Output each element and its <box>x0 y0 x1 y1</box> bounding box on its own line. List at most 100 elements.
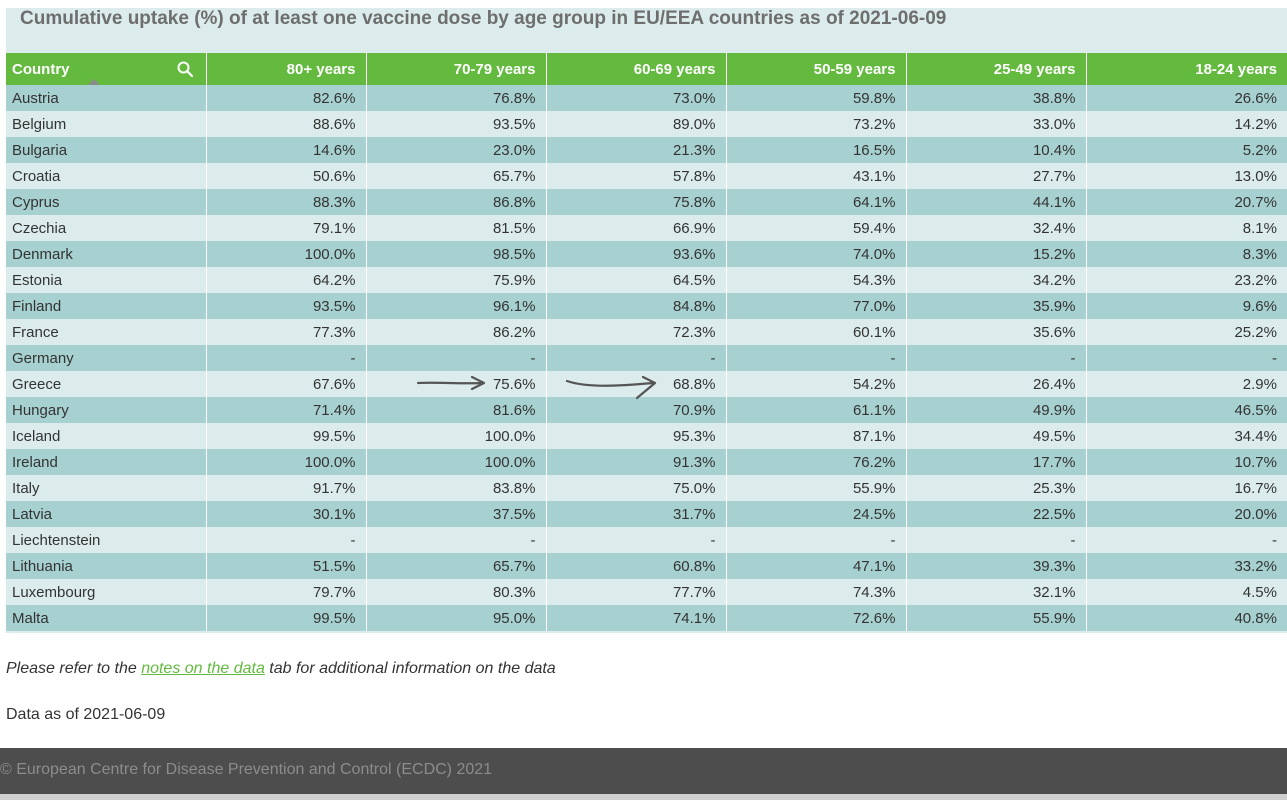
column-header-50-59[interactable]: 50-59 years <box>726 53 907 85</box>
country-cell: Greece <box>6 371 207 397</box>
uptake-value-cell: 100.0% <box>206 449 367 475</box>
country-cell: Austria <box>6 85 207 111</box>
table-row: Luxembourg 79.7% 80.3% 77.7% 74.3% 32.1% 4.5% <box>6 579 1287 605</box>
uptake-value-cell: 82.6% <box>206 85 367 111</box>
uptake-value-cell: 49.5% <box>906 423 1087 449</box>
uptake-table: Country 80+ years 70-79 years 60-69 year… <box>6 53 1287 631</box>
table-row: Denmark 100.0% 98.5% 93.6% 74.0% 15.2% 8.3% <box>6 241 1287 267</box>
uptake-value-cell: 75.6% <box>366 371 547 397</box>
country-cell: Italy <box>6 475 207 501</box>
uptake-value-cell: 39.3% <box>906 553 1087 579</box>
sort-ascending-icon[interactable] <box>88 79 100 85</box>
uptake-value-cell: - <box>1086 527 1287 553</box>
uptake-value-cell: - <box>546 527 727 553</box>
uptake-value-cell: 13.0% <box>1086 163 1287 189</box>
uptake-value-cell: 38.8% <box>906 85 1087 111</box>
uptake-value-cell: 23.2% <box>1086 267 1287 293</box>
uptake-value-cell: 100.0% <box>206 241 367 267</box>
uptake-value-cell: 95.3% <box>546 423 727 449</box>
uptake-value-cell: 96.1% <box>366 293 547 319</box>
uptake-value-cell: 81.6% <box>366 397 547 423</box>
table-row: France 77.3% 86.2% 72.3% 60.1% 35.6% 25.2% <box>6 319 1287 345</box>
column-header-70-79[interactable]: 70-79 years <box>366 53 547 85</box>
uptake-value-cell: 54.2% <box>726 371 907 397</box>
uptake-value-cell: - <box>546 345 727 371</box>
uptake-value-cell: 93.6% <box>546 241 727 267</box>
uptake-value-cell: 17.7% <box>906 449 1087 475</box>
uptake-value-cell: 64.5% <box>546 267 727 293</box>
table-row: Liechtenstein - - - - - - <box>6 527 1287 553</box>
table-row: Ireland 100.0% 100.0% 91.3% 76.2% 17.7% 10.7% <box>6 449 1287 475</box>
country-cell: Liechtenstein <box>6 527 207 553</box>
table-row: Hungary 71.4% 81.6% 70.9% 61.1% 49.9% 46.5% <box>6 397 1287 423</box>
uptake-value-cell: 91.3% <box>546 449 727 475</box>
uptake-value-cell: 10.4% <box>906 137 1087 163</box>
table-row: Czechia 79.1% 81.5% 66.9% 59.4% 32.4% 8.1% <box>6 215 1287 241</box>
uptake-value-cell: 26.6% <box>1086 85 1287 111</box>
uptake-value-cell: 34.2% <box>906 267 1087 293</box>
uptake-value-cell: 4.5% <box>1086 579 1287 605</box>
uptake-value-cell: 89.0% <box>546 111 727 137</box>
country-cell: Latvia <box>6 501 207 527</box>
uptake-value-cell: 21.3% <box>546 137 727 163</box>
uptake-value-cell: 86.8% <box>366 189 547 215</box>
uptake-value-cell: 59.4% <box>726 215 907 241</box>
table-row: Malta 99.5% 95.0% 74.1% 72.6% 55.9% 40.8% <box>6 605 1287 631</box>
table-row: Belgium 88.6% 93.5% 89.0% 73.2% 33.0% 14.2% <box>6 111 1287 137</box>
uptake-value-cell: 35.6% <box>906 319 1087 345</box>
uptake-value-cell: 55.9% <box>906 605 1087 631</box>
uptake-value-cell: - <box>906 527 1087 553</box>
uptake-value-cell: 72.3% <box>546 319 727 345</box>
column-header-60-69[interactable]: 60-69 years <box>546 53 727 85</box>
uptake-value-cell: 15.2% <box>906 241 1087 267</box>
uptake-value-cell: 25.3% <box>906 475 1087 501</box>
uptake-value-cell: 16.7% <box>1086 475 1287 501</box>
uptake-value-cell: 65.7% <box>366 553 547 579</box>
note-suffix: tab for additional information on the da… <box>264 660 556 677</box>
country-cell: Ireland <box>6 449 207 475</box>
uptake-value-cell: 47.1% <box>726 553 907 579</box>
uptake-value-cell: 64.2% <box>206 267 367 293</box>
country-cell: Belgium <box>6 111 207 137</box>
country-cell: Czechia <box>6 215 207 241</box>
uptake-value-cell: 75.0% <box>546 475 727 501</box>
uptake-value-cell: 93.5% <box>206 293 367 319</box>
column-header-country[interactable]: Country <box>6 53 207 85</box>
table-row: Germany - - - - - - <box>6 345 1287 371</box>
column-header-25-49[interactable]: 25-49 years <box>906 53 1087 85</box>
table-row: Italy 91.7% 83.8% 75.0% 55.9% 25.3% 16.7% <box>6 475 1287 501</box>
uptake-value-cell: 5.2% <box>1086 137 1287 163</box>
uptake-value-cell: 65.7% <box>366 163 547 189</box>
data-notes-text: Please refer to the notes on the data ta… <box>6 660 556 678</box>
page-footer: © European Centre for Disease Prevention… <box>0 748 1287 794</box>
notes-on-data-link[interactable]: notes on the data <box>141 660 265 677</box>
uptake-value-cell: - <box>1086 345 1287 371</box>
country-cell: France <box>6 319 207 345</box>
uptake-value-cell: 60.1% <box>726 319 907 345</box>
table-row: Cyprus 88.3% 86.8% 75.8% 64.1% 44.1% 20.7% <box>6 189 1287 215</box>
country-cell: Hungary <box>6 397 207 423</box>
uptake-value-cell: 40.8% <box>1086 605 1287 631</box>
country-cell: Malta <box>6 605 207 631</box>
uptake-value-cell: 84.8% <box>546 293 727 319</box>
column-header-80-plus[interactable]: 80+ years <box>206 53 367 85</box>
uptake-value-cell: 34.4% <box>1086 423 1287 449</box>
uptake-value-cell: 16.5% <box>726 137 907 163</box>
table-row: Iceland 99.5% 100.0% 95.3% 87.1% 49.5% 34.4% <box>6 423 1287 449</box>
uptake-value-cell: 88.3% <box>206 189 367 215</box>
uptake-value-cell: 100.0% <box>366 449 547 475</box>
uptake-value-cell: 9.6% <box>1086 293 1287 319</box>
uptake-value-cell: - <box>206 527 367 553</box>
uptake-value-cell: 33.0% <box>906 111 1087 137</box>
uptake-value-cell: - <box>726 527 907 553</box>
uptake-value-cell: 86.2% <box>366 319 547 345</box>
uptake-value-cell: - <box>906 345 1087 371</box>
uptake-value-cell: 55.9% <box>726 475 907 501</box>
uptake-value-cell: 57.8% <box>546 163 727 189</box>
search-icon[interactable] <box>177 61 193 77</box>
table-header-row: Country 80+ years 70-79 years 60-69 year… <box>6 53 1287 85</box>
column-header-18-24[interactable]: 18-24 years <box>1086 53 1287 85</box>
uptake-value-cell: 87.1% <box>726 423 907 449</box>
country-cell: Lithuania <box>6 553 207 579</box>
uptake-value-cell: 27.7% <box>906 163 1087 189</box>
